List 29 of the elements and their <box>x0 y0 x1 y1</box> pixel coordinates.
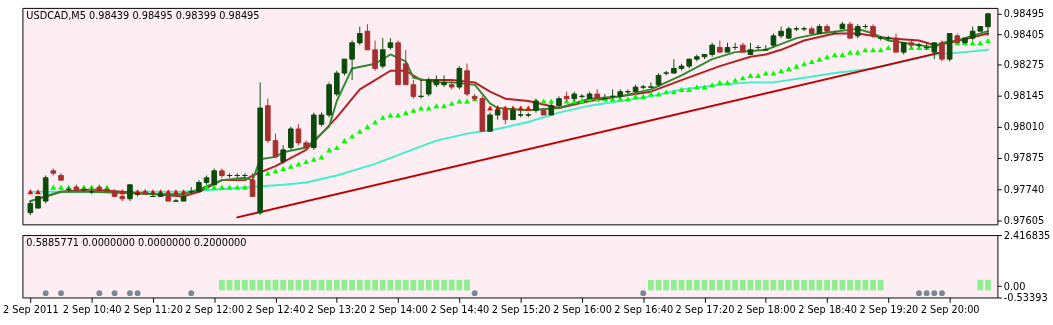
y-tick-label: 0.98275 <box>1003 59 1045 71</box>
x-tick-label: 2 Sep 17:20 <box>675 303 735 315</box>
y-tick-label: 0.97605 <box>1003 215 1045 227</box>
x-tick-label: 2 Sep 13:20 <box>307 303 367 315</box>
y-tick-label: 0.98495 <box>1003 8 1045 20</box>
x-tick-label: 2 Sep 16:40 <box>614 303 674 315</box>
chart-title: USDCAD,M5 0.98439 0.98495 0.98399 0.98495 <box>26 9 260 21</box>
x-tick-label: 2 Sep 2011 <box>3 303 59 315</box>
y-tick-label: 2.416835 <box>1003 229 1051 241</box>
y-tick-label: 0.98010 <box>1003 121 1045 133</box>
x-tick-label: 2 Sep 12:40 <box>246 303 306 315</box>
x-tick-label: 2 Sep 18:40 <box>798 303 858 315</box>
x-tick-label: 2 Sep 12:00 <box>185 303 245 315</box>
y-tick-label: 0.97875 <box>1003 152 1045 164</box>
x-tick-label: 2 Sep 19:20 <box>859 303 919 315</box>
y-tick-label: 0.00 <box>1003 280 1026 292</box>
y-tick-label: -0.53393 <box>1003 291 1048 303</box>
x-tick-label: 2 Sep 11:20 <box>123 303 183 315</box>
chart-title: 0.5885771 0.0000000 0.0000000 0.2000000 <box>26 236 247 248</box>
x-tick-label: 2 Sep 14:40 <box>430 303 490 315</box>
x-tick-label: 2 Sep 18:00 <box>736 303 796 315</box>
y-tick-label: 0.98145 <box>1003 89 1045 101</box>
y-tick-label: 0.97740 <box>1003 183 1045 195</box>
x-tick-label: 2 Sep 10:40 <box>62 303 122 315</box>
x-tick-label: 2 Sep 15:20 <box>491 303 551 315</box>
y-tick-label: 0.98405 <box>1003 29 1045 41</box>
x-tick-label: 2 Sep 20:00 <box>920 303 980 315</box>
x-tick-label: 2 Sep 16:00 <box>552 303 612 315</box>
x-tick-label: 2 Sep 14:00 <box>369 303 429 315</box>
